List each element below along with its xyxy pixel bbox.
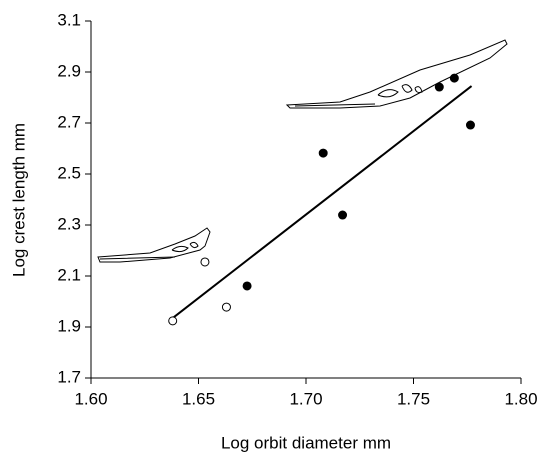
small-skull: [97, 227, 211, 263]
point: [221, 302, 231, 312]
y-tick-label: 3.1: [57, 10, 81, 29]
point: [200, 257, 210, 267]
y-tick-label: 1.7: [57, 367, 81, 386]
y-tick-label: 2.1: [57, 265, 81, 284]
point: [242, 281, 252, 291]
point: [168, 316, 178, 326]
trendline: [172, 85, 473, 319]
point: [338, 210, 348, 220]
y-tick-label: 2.7: [57, 112, 81, 131]
large-skull: [285, 39, 508, 109]
y-tick-label: 2.5: [57, 163, 81, 182]
point: [449, 73, 459, 83]
x-tick-label: 1.80: [504, 389, 537, 408]
small-skull-detail: [99, 241, 199, 260]
y-tick-label: 1.9: [57, 316, 81, 335]
point: [465, 120, 475, 130]
x-axis-label: Log orbit diameter mm: [221, 433, 391, 452]
point: [318, 148, 328, 158]
x-tick-label: 1.60: [74, 389, 107, 408]
point: [434, 82, 444, 92]
y-tick-label: 2.3: [57, 214, 81, 233]
y-tick-label: 2.9: [57, 61, 81, 80]
x-tick-label: 1.70: [289, 389, 322, 408]
x-tick-label: 1.75: [397, 389, 430, 408]
x-tick-label: 1.65: [182, 389, 215, 408]
skull-drawings: [97, 39, 508, 263]
large-skull-detail: [294, 84, 423, 107]
y-axis-label: Log crest length mm: [9, 123, 28, 277]
